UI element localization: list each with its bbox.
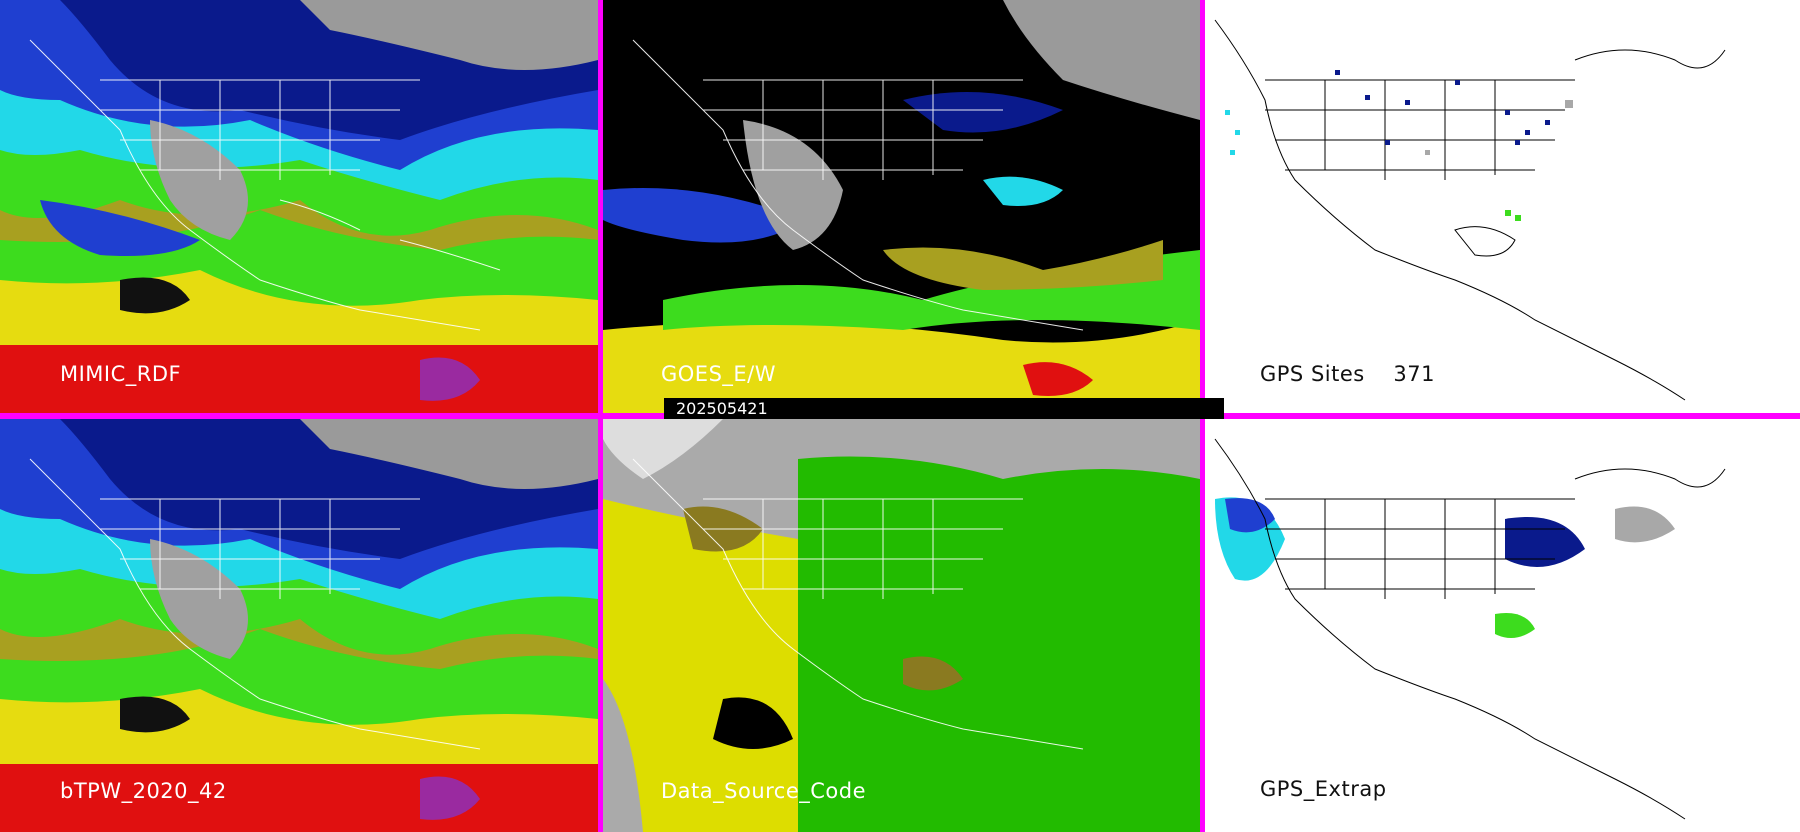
map-panel-btpw: bTPW_2020_42	[0, 419, 598, 832]
panel-label: GOES_E/W	[661, 362, 777, 386]
panel-label: GPS_Extrap	[1260, 777, 1387, 801]
map-panel-gps-extrap: GPS_Extrap	[1205, 419, 1800, 832]
tpw-color-map	[0, 0, 598, 413]
gps-sites-map	[1214, 19, 1726, 401]
map-panel-gps-sites: GPS Sites 371	[1205, 0, 1800, 413]
gps-extrap-map	[1214, 438, 1726, 820]
goes-map	[603, 0, 1200, 413]
map-panel-mimic-rdf: MIMIC_RDF	[0, 0, 598, 413]
map-panel-goes: GOES_E/W	[603, 0, 1200, 413]
panel-label: GPS Sites 371	[1260, 362, 1435, 386]
panel-label: bTPW_2020_42	[60, 779, 227, 803]
gps-site-count: 371	[1393, 362, 1435, 386]
tpw-color-map	[0, 419, 598, 832]
map-panel-data-source: Data_Source_Code	[603, 419, 1200, 832]
panel-label: Data_Source_Code	[661, 779, 867, 803]
panel-label-text: GPS Sites	[1260, 362, 1365, 386]
data-source-map	[603, 419, 1200, 832]
date-stamp: 202505421	[664, 398, 1224, 419]
panel-label: MIMIC_RDF	[60, 362, 182, 386]
